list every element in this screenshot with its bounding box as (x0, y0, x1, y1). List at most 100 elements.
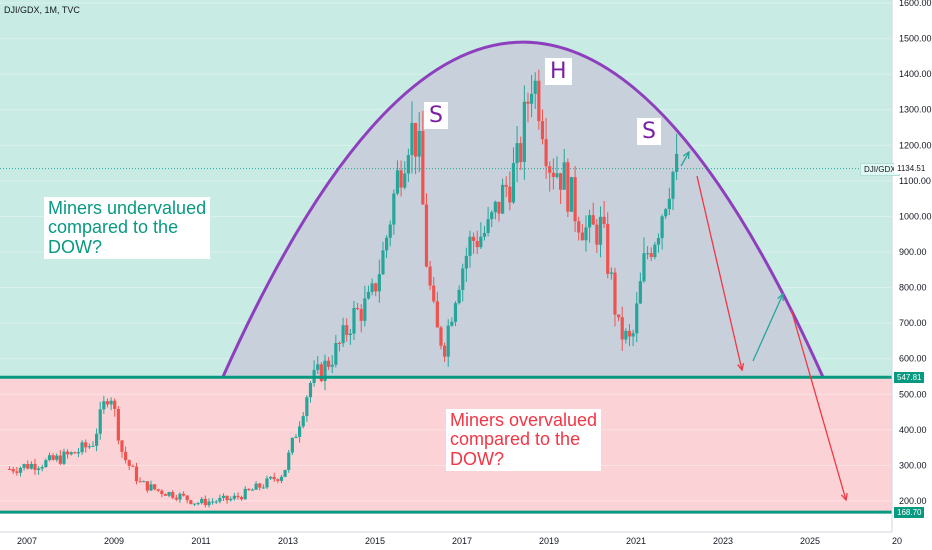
candle-body (47, 455, 52, 461)
candle-body (450, 321, 454, 326)
candle-body (243, 488, 247, 500)
y-tick-label: 1400.00 (899, 69, 932, 79)
candle-body (142, 481, 146, 483)
candle-body (301, 416, 305, 427)
candle-body (276, 479, 280, 481)
candle-body (620, 317, 624, 340)
candle-body (327, 360, 331, 367)
candle-body (167, 491, 171, 496)
candle-body (395, 170, 400, 194)
candle-body (493, 201, 497, 213)
candle-body (656, 238, 661, 245)
candle-body (29, 463, 33, 469)
candle-body (232, 495, 236, 499)
left-shoulder-label: S (424, 102, 448, 129)
candle-body (363, 298, 367, 321)
candle-body (482, 233, 487, 237)
x-tick-label: 2019 (539, 536, 559, 546)
x-tick-label: 2023 (713, 536, 733, 546)
candle-body (55, 455, 59, 460)
candle-body (421, 130, 425, 205)
candle-body (374, 283, 378, 292)
candle-body (113, 400, 117, 409)
candle-body (149, 484, 153, 491)
y-tick-label: 400.00 (899, 425, 927, 435)
candle-body (290, 437, 294, 453)
arrow-down-3 (790, 308, 847, 501)
candle-body (479, 236, 483, 248)
candle-body (145, 481, 149, 491)
x-tick-label: 2007 (17, 536, 37, 546)
x-tick-label: 2013 (278, 536, 298, 546)
candle-body (26, 464, 30, 469)
right-shoulder-label: S (637, 118, 661, 145)
candle-body (203, 498, 207, 506)
candle-body (221, 495, 226, 498)
candle-body (229, 498, 233, 501)
candle-body (653, 244, 657, 257)
current-price-badge: 1134.51 (894, 163, 929, 174)
candle-body (490, 212, 494, 220)
dome-outline (221, 40, 825, 378)
y-tick-label: 1600.00 (899, 0, 932, 8)
y-tick-label: 200.00 (899, 496, 927, 506)
candle-body (359, 309, 363, 321)
candle-body (185, 495, 189, 501)
candle-body (486, 219, 490, 234)
candle-body (258, 483, 262, 488)
candle-body (66, 451, 70, 455)
x-tick-label: 2015 (365, 536, 385, 546)
candle-body (200, 498, 204, 504)
arrow-up-2-head (777, 292, 784, 302)
candle-body (225, 495, 229, 501)
candle-body (11, 469, 15, 472)
candle-body (569, 177, 574, 212)
candle-body (497, 201, 501, 214)
candle-body (265, 478, 269, 488)
candle-body (127, 460, 131, 466)
candle-body (330, 364, 334, 367)
candle-body (51, 455, 55, 460)
candle-body (646, 253, 650, 255)
candle-body (526, 101, 530, 104)
y-tick-label: 600.00 (899, 354, 927, 364)
candle-body (120, 440, 124, 452)
candle-body (631, 333, 635, 337)
candle-body (211, 501, 215, 503)
candle-body (160, 490, 164, 495)
candle-body (18, 467, 23, 473)
level-low-badge: 168.70 (894, 507, 925, 518)
candle-body (236, 495, 240, 498)
candle-body (40, 467, 44, 469)
overvalued-line-1: Miners overvalued (450, 410, 598, 430)
candle-body (348, 333, 352, 336)
candle-body (250, 489, 255, 491)
candle-body (254, 483, 258, 490)
candle-body (555, 173, 559, 177)
candle-body (519, 143, 523, 163)
candle-body (566, 162, 570, 212)
candle-body (298, 426, 302, 437)
candle-body (580, 232, 584, 241)
candle-body (533, 80, 537, 94)
candle-body (156, 489, 160, 491)
candle-body (8, 468, 12, 470)
candle-body (305, 397, 309, 417)
candle-body (602, 216, 606, 224)
candle-body (406, 155, 410, 174)
candle-body (174, 497, 178, 500)
candle-body (537, 80, 541, 122)
candle-body (388, 224, 392, 238)
candle-body (472, 236, 476, 241)
candle-body (131, 465, 135, 467)
arrow-down-3-head (840, 492, 848, 502)
candle-body (95, 433, 99, 446)
candle-body (595, 224, 599, 245)
candle-body (638, 281, 642, 304)
head-label: H (545, 58, 572, 85)
candle-body (377, 274, 381, 292)
candle-body (102, 401, 106, 410)
candle-body (501, 184, 505, 214)
